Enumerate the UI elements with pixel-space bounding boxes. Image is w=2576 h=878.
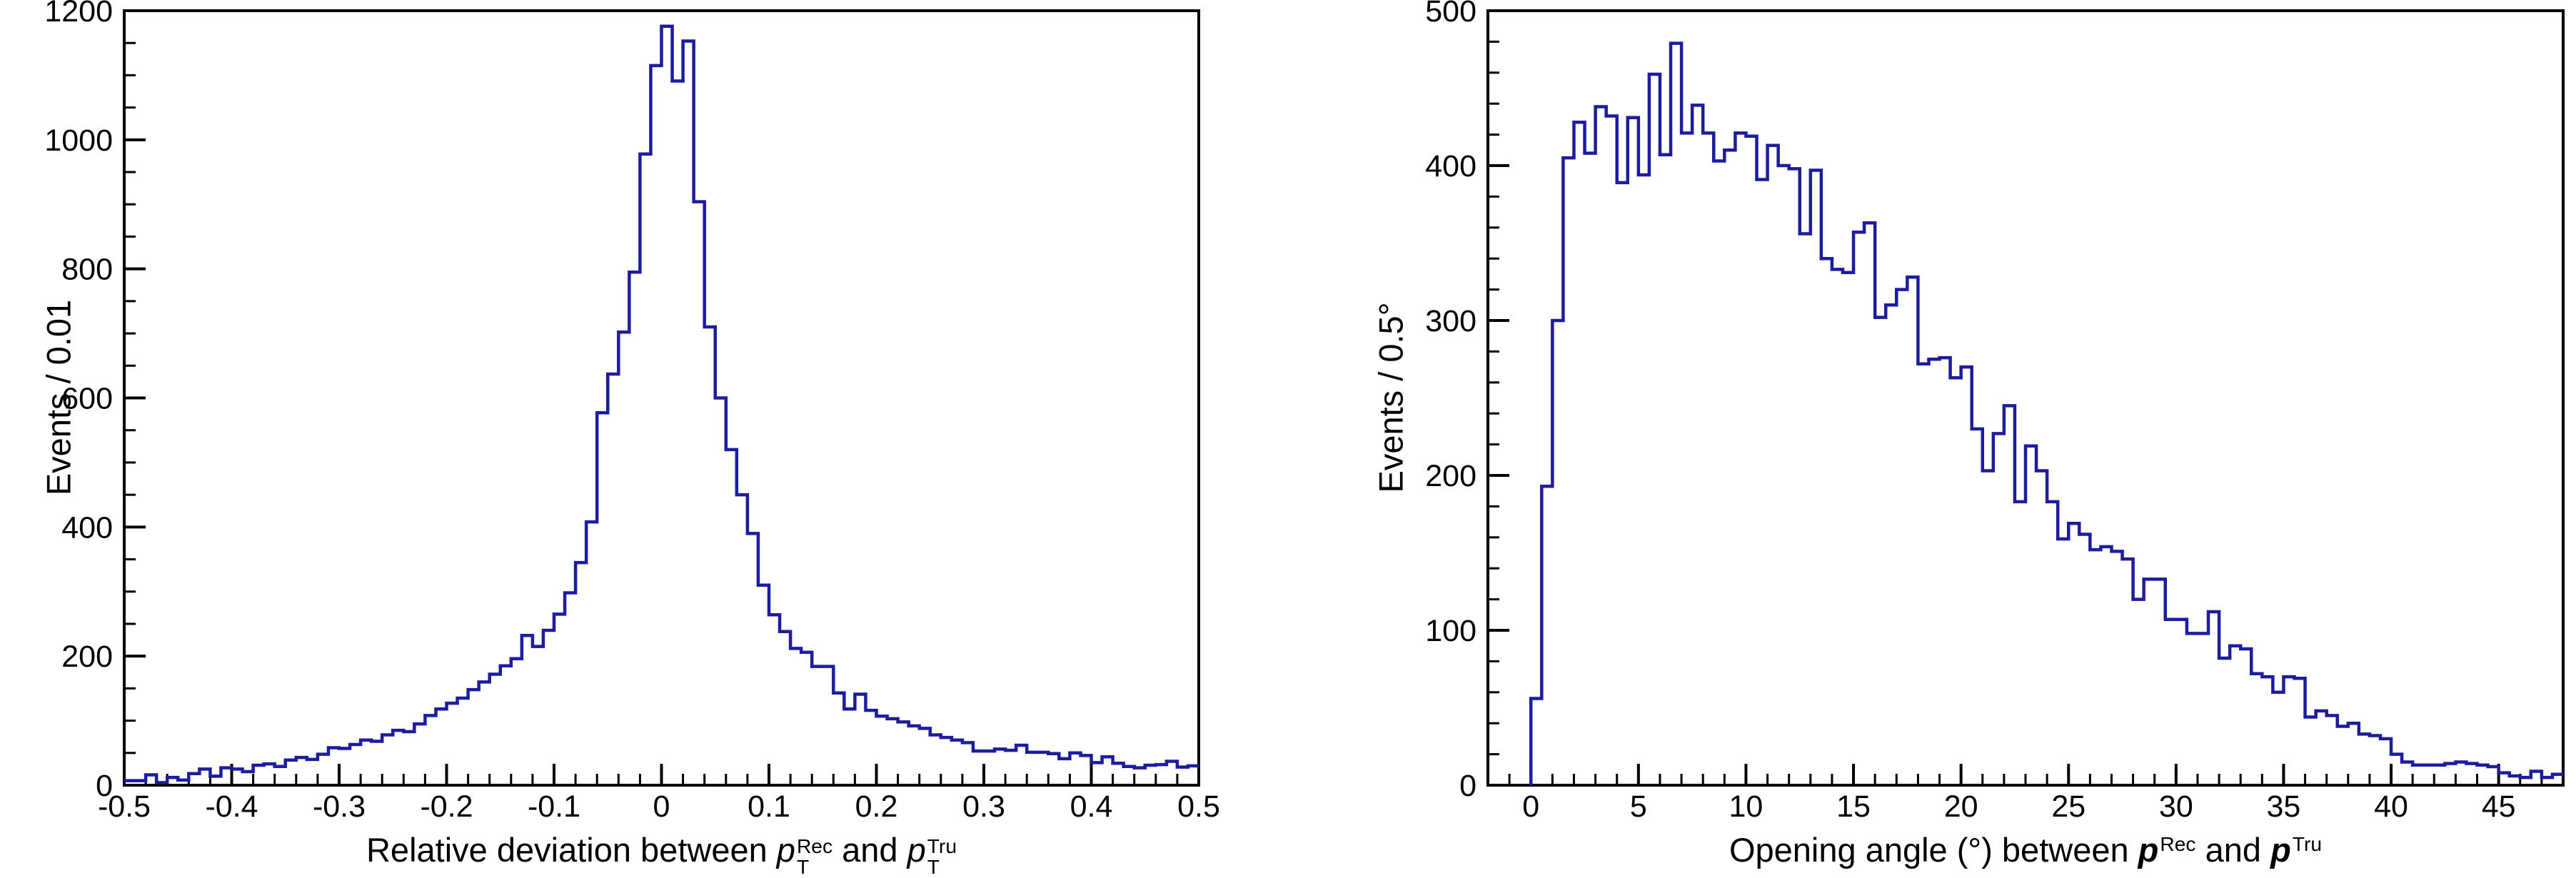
pt-relative-deviation-x-tick-label: -0.2 [420, 789, 473, 824]
pt-relative-deviation-x-tick-label: -0.3 [313, 789, 366, 824]
opening-angle-y-axis-title: Events / 0.5° [1372, 302, 1410, 493]
opening-angle-y-tick-label: 300 [1425, 304, 1476, 338]
pt-relative-deviation-x-tick-label: 0 [653, 789, 670, 824]
opening-angle-x-tick-label: 35 [2267, 789, 2301, 824]
pt-relative-deviation-histogram-line [124, 24, 1199, 784]
sup-sub-stack: Rec T [796, 834, 833, 878]
pt-relative-deviation-y-tick-label: 0 [96, 769, 113, 803]
opening-angle-x-tick-label: 45 [2482, 789, 2516, 824]
superscript: Tru [2292, 832, 2323, 855]
pt-relative-deviation-x-tick-label: 0.4 [1070, 789, 1113, 824]
opening-angle-y-tick-label: 0 [1459, 769, 1476, 803]
pt-relative-deviation-x-tick-label: 0.2 [855, 789, 898, 824]
superscript: Rec [2160, 832, 2196, 855]
pt-relative-deviation-plot: -0.5 -0.4 -0.3 -0.2 -0.1 0 0.1 0.2 0.3 0.4 0.5 0 200… [44, 0, 1220, 824]
title-segment: p [907, 831, 926, 869]
opening-angle-x-tick-label: 15 [1836, 789, 1871, 824]
title-segment: and [832, 831, 907, 869]
pt-relative-deviation-x-tick-label: 0.1 [748, 789, 790, 824]
pt-relative-deviation-x-tick-label: 0.3 [962, 789, 1005, 824]
opening-angle-x-tick-label: 30 [2159, 789, 2193, 824]
opening-angle-x-tick-label: 10 [1729, 789, 1764, 824]
pt-relative-deviation-x-axis-title: Relative deviation between p Rec T and p Tr… [366, 830, 957, 878]
title-segment: Opening angle (°) between [1729, 831, 2138, 869]
title-segment: Relative deviation between [366, 831, 777, 869]
opening-angle-x-tick-label: 5 [1630, 789, 1647, 824]
sup-sub-stack: Tru T [927, 834, 957, 878]
opening-angle-plot: 0 5 10 15 20 25 30 35 40 45 0 100 200 300 400 500 [1425, 0, 2565, 824]
title-segment: and [2195, 831, 2271, 869]
opening-angle-y-tick-label: 100 [1425, 614, 1476, 648]
opening-angle-x-tick-label: 0 [1522, 789, 1539, 824]
pt-relative-deviation-y-tick-label: 800 [61, 253, 113, 287]
opening-angle-x-axis-title: Opening angle (°) between pRec and pTru [1729, 830, 2322, 869]
pt-relative-deviation-x-tick-label: -0.1 [528, 789, 580, 824]
title-segment: p [776, 831, 795, 869]
pt-relative-deviation-x-tick-label: 0.5 [1177, 789, 1220, 824]
pt-relative-deviation-x-tick-label: -0.5 [98, 789, 151, 824]
pt-relative-deviation-x-tick-label: -0.4 [205, 789, 258, 824]
opening-angle-y-tick-label: 500 [1425, 0, 1476, 29]
opening-angle-y-tick-label: 400 [1425, 149, 1476, 183]
pt-relative-deviation-frame [123, 9, 1200, 787]
pt-relative-deviation-y-tick-label: 1000 [44, 123, 113, 158]
pt-relative-deviation-y-tick-label: 1200 [44, 0, 113, 29]
opening-angle-histogram-line [1529, 41, 2563, 785]
opening-angle-x-tick-label: 40 [2374, 789, 2408, 824]
opening-angle-x-tick-label: 20 [1944, 789, 1978, 824]
opening-angle-x-tick-label: 25 [2051, 789, 2086, 824]
opening-angle-y-tick-label: 200 [1425, 459, 1476, 493]
pt-relative-deviation-y-tick-label: 400 [61, 510, 113, 545]
title-segment: p [2270, 831, 2291, 869]
pt-relative-deviation-y-tick-label: 200 [61, 640, 113, 674]
title-segment: p [2138, 831, 2159, 869]
pt-relative-deviation-y-axis-title: Events / 0.01 [39, 299, 78, 496]
pt-relative-deviation-y-tick-label: 600 [61, 382, 113, 416]
